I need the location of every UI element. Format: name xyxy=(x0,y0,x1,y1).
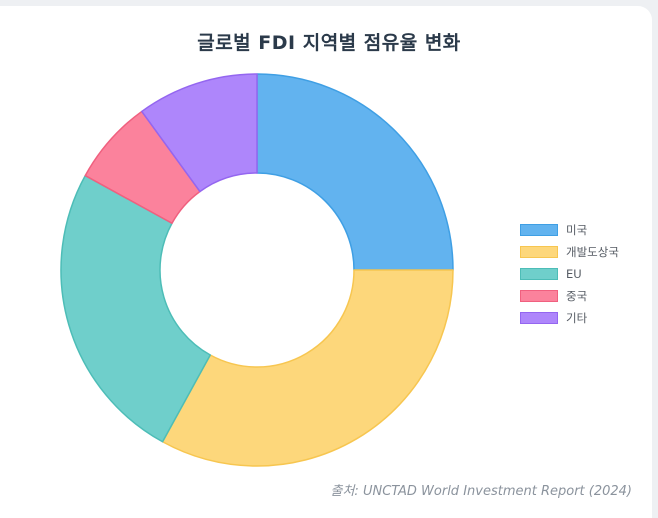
slice-other[interactable] xyxy=(141,73,258,193)
legend-swatch xyxy=(520,312,558,324)
slice-eu[interactable] xyxy=(60,174,212,443)
legend-item-developing[interactable]: 개발도상국 xyxy=(520,241,619,263)
legend-item-china[interactable]: 중국 xyxy=(520,285,619,307)
legend-swatch xyxy=(520,268,558,280)
source-note: 출처: UNCTAD World Investment Report (2024… xyxy=(330,484,632,499)
legend-label: EU xyxy=(566,267,582,281)
legend-label: 중국 xyxy=(566,289,588,303)
legend-swatch xyxy=(520,290,558,302)
slice-developing[interactable] xyxy=(161,269,454,467)
legend-swatch xyxy=(520,246,558,258)
legend-swatch xyxy=(520,224,558,236)
legend-item-other[interactable]: 기타 xyxy=(520,307,619,329)
legend-item-eu[interactable]: EU xyxy=(520,263,619,285)
legend-item-usa[interactable]: 미국 xyxy=(520,219,619,241)
legend-label: 개발도상국 xyxy=(566,245,619,259)
chart-title: 글로벌 FDI 지역별 점유율 변화 xyxy=(197,32,461,54)
chart-legend: 미국 개발도상국 EU 중국 기타 xyxy=(520,219,619,329)
legend-label: 기타 xyxy=(566,311,588,325)
legend-label: 미국 xyxy=(566,223,588,237)
slice-usa[interactable] xyxy=(256,73,454,271)
